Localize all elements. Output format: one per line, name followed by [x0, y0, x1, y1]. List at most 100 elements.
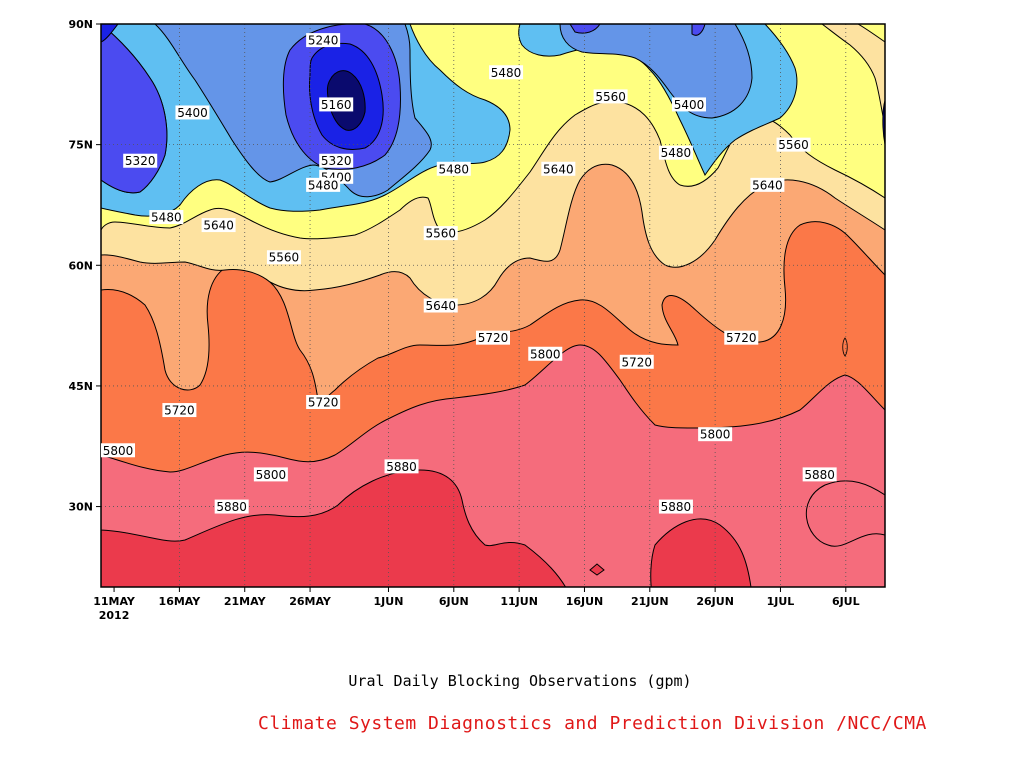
contour-label-text: 5720 — [621, 355, 652, 369]
contour-label-text: 5720 — [164, 404, 195, 418]
contour-label: 5720 — [476, 330, 510, 345]
contour-label-box — [423, 298, 458, 313]
x-tick-label: 26JUN — [696, 595, 734, 608]
x-tick-label: 16JUN — [566, 595, 604, 608]
contour-label: 5800 — [101, 443, 135, 458]
contour-label: 5480 — [149, 210, 184, 225]
contour-label: 5800 — [698, 427, 733, 442]
contour-label: 5720 — [619, 354, 654, 369]
contour-label-box — [698, 427, 733, 442]
contour-label-box — [201, 218, 236, 233]
contour-label: 5480 — [306, 177, 341, 192]
contour-label-box — [306, 33, 341, 48]
contour-label-text: 5400 — [674, 98, 705, 112]
contour-label: 5640 — [423, 298, 458, 313]
contour-label: 5400 — [672, 97, 706, 112]
contour-label: 5560 — [266, 250, 301, 265]
contour-label-text: 5560 — [425, 227, 456, 241]
credit-text: Climate System Diagnostics and Predictio… — [258, 713, 927, 734]
contour-label-box — [619, 354, 654, 369]
y-tick-label: 75N — [68, 139, 93, 152]
contour-label-text: 5720 — [308, 396, 339, 410]
contour-label-box — [528, 346, 563, 361]
contour-label-text: 5240 — [308, 34, 339, 48]
contour-fill-layer — [101, 24, 885, 587]
plot-frame — [100, 23, 886, 588]
contour-label-text: 5160 — [321, 98, 352, 112]
contour-label-box — [123, 153, 158, 168]
contour-label-text: 5720 — [478, 331, 509, 345]
contour-labels: 5240 5160 5320 5400 5480 5400 5320 5480 5640 5560… — [101, 33, 837, 514]
contour-label: 5480 — [489, 65, 524, 80]
contour-label: 5320 — [319, 153, 354, 168]
x-tick-label: 1JUL — [767, 595, 795, 608]
contour-label-box — [253, 467, 288, 482]
contour-label-text: 5640 — [425, 299, 456, 313]
contour-label: 5880 — [658, 499, 693, 514]
contour-label: 5560 — [593, 89, 628, 104]
contour-label: 5720 — [162, 403, 197, 418]
x-tick-label: 11MAY — [93, 595, 136, 608]
contour-label: 5640 — [201, 218, 236, 233]
contour-label: 5880 — [214, 499, 249, 514]
x-tick-label: 1JUN — [374, 595, 404, 608]
axes: 11MAY 16MAY 21MAY 26MAY 1JUN 6JUN 11JUN 16JUN 21… — [68, 18, 859, 622]
contour-label: 5880 — [802, 467, 837, 482]
x-tick-label: 11JUN — [500, 595, 538, 608]
contour-label-text: 5880 — [804, 468, 835, 482]
contour-label-text: 5800 — [700, 428, 731, 442]
contour-label: 5480 — [658, 145, 693, 160]
contour-label-box — [658, 145, 693, 160]
y-tick-label: 90N — [68, 18, 93, 31]
contour-label-text: 5320 — [321, 154, 352, 168]
contour-label: 5160 — [319, 97, 354, 112]
y-tick-label: 45N — [68, 380, 93, 393]
contour-region-5240-5320 — [101, 24, 706, 194]
contour-label-text: 5640 — [203, 219, 234, 233]
contour-label-text: 5560 — [595, 90, 626, 104]
contour-label: 5560 — [423, 226, 458, 241]
contour-label-text: 5880 — [386, 460, 417, 474]
contour-label-text: 5640 — [543, 162, 574, 176]
contour-label-box — [672, 97, 706, 112]
contour-label-text: 5880 — [216, 500, 247, 514]
contour-label-text: 5320 — [125, 154, 156, 168]
x-tick-label: 21JUN — [631, 595, 669, 608]
contour-label-box — [149, 210, 184, 225]
chart-title: Ural Daily Blocking Observations (gpm) — [348, 672, 692, 690]
contour-label-text: 5400 — [177, 106, 208, 120]
contour-label-box — [101, 443, 135, 458]
contour-label-text: 5800 — [103, 444, 134, 458]
contour-label-box — [776, 137, 811, 152]
x-tick-label: 6JUN — [439, 595, 469, 608]
contour-label: 5720 — [724, 330, 759, 345]
contour-label-box — [306, 395, 341, 410]
contour-label-box — [319, 97, 354, 112]
contour-label: 5880 — [384, 459, 419, 474]
contour-label-text: 5800 — [530, 347, 561, 361]
x-year-label: 2012 — [99, 609, 130, 622]
contour-label: 5800 — [253, 467, 288, 482]
contour-label-text: 5480 — [661, 146, 692, 160]
contour-label-text: 5800 — [256, 468, 287, 482]
contour-label-text: 5560 — [778, 138, 809, 152]
grid-lines — [101, 24, 885, 587]
contour-region-5720-5800-hole — [842, 337, 848, 357]
contour-label-box — [306, 177, 341, 192]
contour-label-text: 5480 — [308, 178, 339, 192]
contour-label-box — [436, 161, 471, 176]
contour-label-box — [593, 89, 628, 104]
contour-label-box — [214, 499, 249, 514]
contour-label: 5480 — [436, 161, 471, 176]
contour-label: 5560 — [776, 137, 811, 152]
y-tick-label: 60N — [68, 259, 93, 272]
contour-label-box — [802, 467, 837, 482]
contour-label-box — [384, 459, 419, 474]
contour-label: 5640 — [541, 161, 576, 176]
x-tick-label: 6JUL — [832, 595, 860, 608]
contour-label-box — [724, 330, 759, 345]
contour-label-text: 5480 — [151, 211, 182, 225]
contour-label: 5320 — [123, 153, 158, 168]
contour-label-box — [476, 330, 510, 345]
